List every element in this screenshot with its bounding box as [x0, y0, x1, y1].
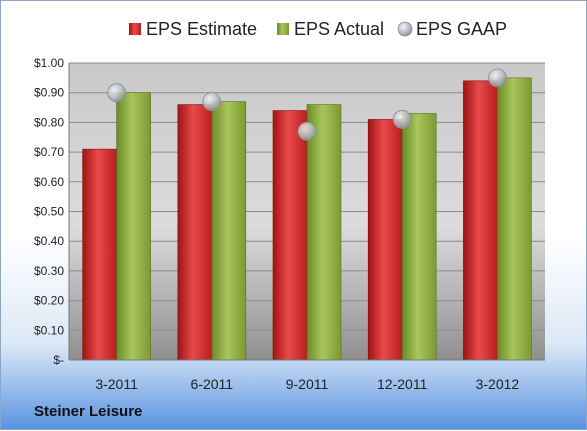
- bars: [82, 77, 532, 361]
- bar-eps-estimate: [82, 148, 117, 361]
- bar-eps-estimate: [367, 119, 403, 361]
- legend-eps-actual-swatch: [277, 23, 289, 35]
- marker-eps-gaap: [392, 110, 412, 129]
- legend-eps-gaap-label: EPS GAAP: [416, 19, 507, 39]
- legend-eps-actual-label: EPS Actual: [294, 19, 384, 39]
- marker-eps-gaap: [202, 92, 222, 112]
- y-tick-label: $0.50: [34, 205, 64, 219]
- legend-eps-gaap-swatch: [397, 21, 413, 37]
- y-tick-label: $0.10: [34, 323, 64, 337]
- bar-eps-estimate: [177, 104, 213, 361]
- gaap-markers: [107, 68, 507, 141]
- y-axis: $- $0.10 $0.20 $0.30 $0.40 $0.50 $0.60 $0.70 $0.…: [34, 56, 70, 367]
- y-tick-label: $-: [53, 353, 64, 367]
- bar-eps-actual: [497, 77, 532, 361]
- y-tick-label: $0.70: [34, 145, 64, 159]
- bar-eps-estimate: [463, 80, 498, 361]
- y-tick-label: $0.80: [34, 115, 64, 129]
- legend-eps-estimate-swatch: [129, 23, 141, 35]
- x-tick-label: 3-2012: [476, 376, 520, 392]
- x-tick-label: 6-2011: [191, 376, 234, 392]
- x-tick-label: 3-2011: [95, 376, 138, 392]
- y-tick-label: $0.30: [34, 264, 64, 278]
- bar-eps-actual: [401, 113, 437, 361]
- legend-eps-estimate-label: EPS Estimate: [146, 19, 257, 39]
- y-tick-label: $0.90: [34, 86, 64, 100]
- y-tick-label: $0.40: [34, 234, 64, 248]
- bar-eps-actual: [116, 92, 151, 361]
- company-name: Steiner Leisure: [34, 403, 143, 420]
- bar-eps-actual: [306, 104, 342, 361]
- x-tick-label: 12-2011: [377, 376, 428, 392]
- marker-eps-gaap: [107, 83, 126, 103]
- y-tick-label: $0.20: [34, 294, 64, 308]
- marker-eps-gaap: [297, 121, 317, 141]
- bar-eps-estimate: [272, 110, 308, 361]
- x-tick-label: 9-2011: [286, 376, 329, 392]
- legend: EPS Estimate EPS Actual EPS GAAP: [129, 19, 507, 39]
- marker-eps-gaap: [487, 68, 507, 88]
- y-tick-label: $0.60: [34, 175, 64, 189]
- x-axis: 3-2011 6-2011 9-2011 12-2011 3-2012: [69, 359, 545, 392]
- y-tick-label: $1.00: [34, 56, 64, 70]
- bar-eps-actual: [211, 101, 247, 361]
